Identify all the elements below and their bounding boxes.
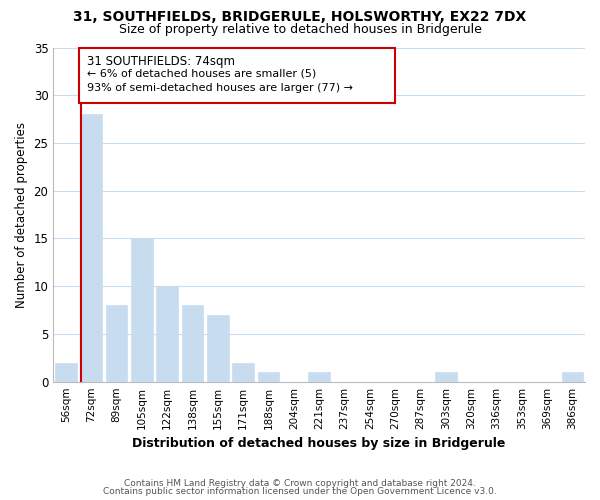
Bar <box>435 372 457 382</box>
Text: ← 6% of detached houses are smaller (5): ← 6% of detached houses are smaller (5) <box>87 68 316 78</box>
Bar <box>232 362 254 382</box>
Bar <box>106 306 127 382</box>
Text: Contains public sector information licensed under the Open Government Licence v3: Contains public sector information licen… <box>103 487 497 496</box>
Text: Size of property relative to detached houses in Bridgerule: Size of property relative to detached ho… <box>119 22 481 36</box>
Text: 31 SOUTHFIELDS: 74sqm: 31 SOUTHFIELDS: 74sqm <box>87 55 235 68</box>
Bar <box>562 372 583 382</box>
Bar <box>207 315 229 382</box>
Text: 31, SOUTHFIELDS, BRIDGERULE, HOLSWORTHY, EX22 7DX: 31, SOUTHFIELDS, BRIDGERULE, HOLSWORTHY,… <box>73 10 527 24</box>
Bar <box>131 238 152 382</box>
Y-axis label: Number of detached properties: Number of detached properties <box>15 122 28 308</box>
Bar <box>55 362 77 382</box>
Bar <box>182 306 203 382</box>
Text: 93% of semi-detached houses are larger (77) →: 93% of semi-detached houses are larger (… <box>87 83 353 93</box>
Bar <box>308 372 330 382</box>
Bar <box>258 372 279 382</box>
Text: Contains HM Land Registry data © Crown copyright and database right 2024.: Contains HM Land Registry data © Crown c… <box>124 478 476 488</box>
Bar <box>157 286 178 382</box>
Polygon shape <box>79 48 395 103</box>
X-axis label: Distribution of detached houses by size in Bridgerule: Distribution of detached houses by size … <box>133 437 506 450</box>
Bar <box>80 114 102 382</box>
